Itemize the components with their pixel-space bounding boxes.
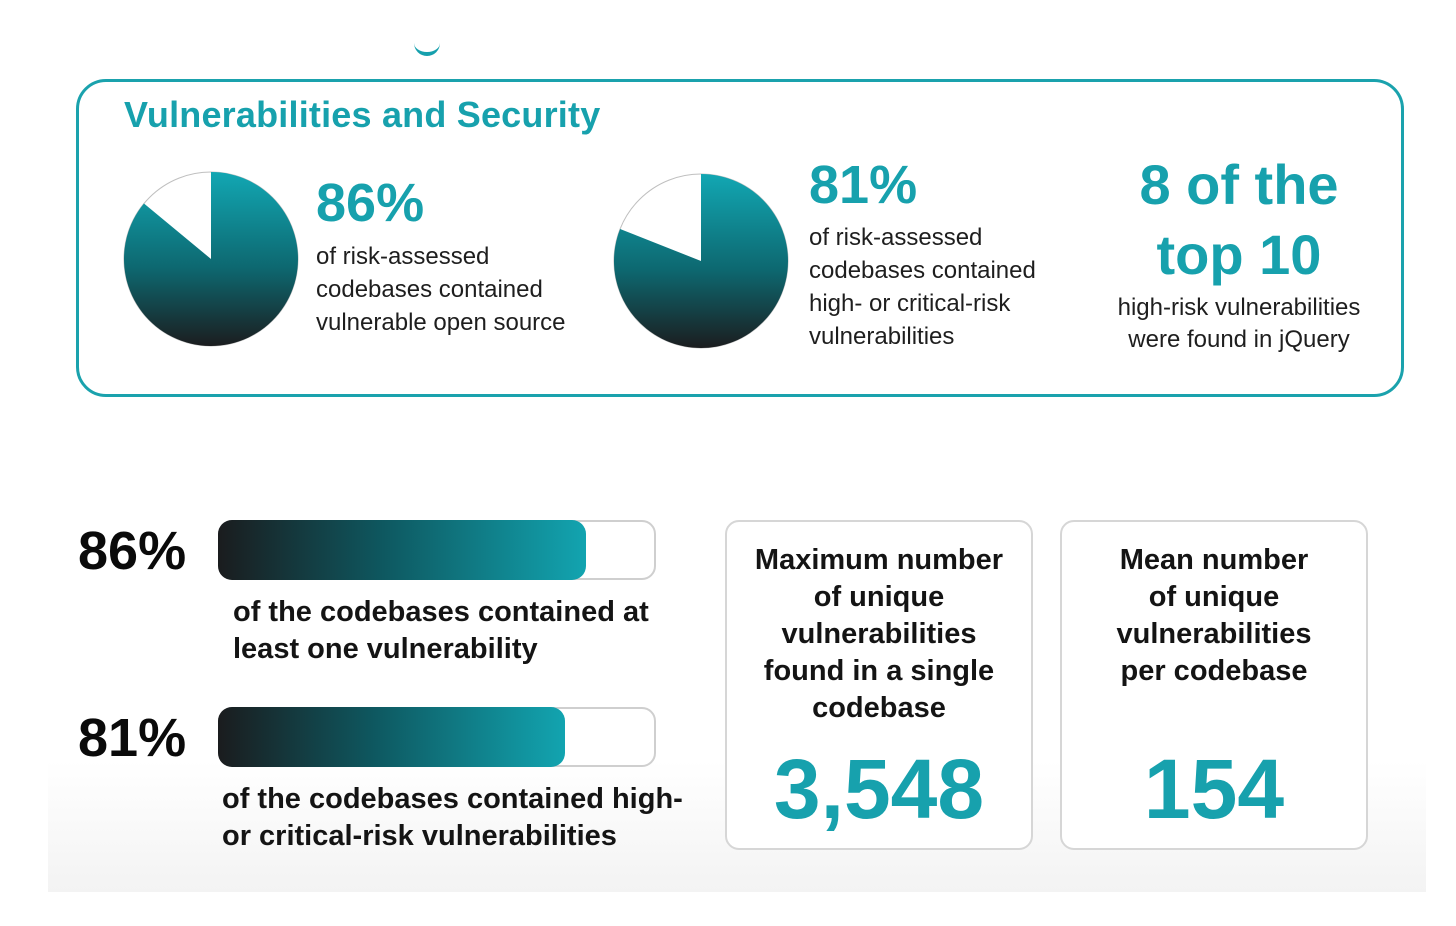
label-line: Maximum number [754, 544, 1004, 576]
desc-line: of the codebases contained high- [222, 783, 683, 815]
pie-slice-81 [614, 174, 788, 348]
max-vulnerabilities-card: Maximum number of unique vulnerabilities… [725, 520, 1033, 850]
card-value: 3,548 [773, 742, 985, 836]
desc-line: vulnerabilities [809, 323, 955, 350]
label-line: vulnerabilities [1116, 618, 1312, 650]
pie-svg [123, 171, 299, 347]
desc-line: least one vulnerability [233, 633, 538, 665]
decorative-arc [414, 38, 440, 56]
label-line: of unique [1148, 581, 1280, 613]
jquery-stat-value-line2: top 10 [1156, 223, 1322, 286]
bar-81-description: of the codebases contained high- or crit… [222, 781, 683, 855]
desc-line: high- or critical-risk [809, 290, 1011, 317]
desc-line: codebases contained [316, 276, 543, 303]
desc-line: of risk-assessed [809, 224, 983, 251]
label-line: vulnerabilities [781, 618, 977, 650]
bar-81-track [218, 707, 656, 767]
jquery-stat-value-line1: 8 of the [1139, 153, 1339, 216]
stat-86-value: 86% [316, 173, 425, 233]
card-value: 154 [1143, 742, 1285, 836]
pie-slice-86 [124, 172, 298, 346]
panel-title: Vulnerabilities and Security [124, 94, 601, 135]
bar-81-value: 81% [78, 708, 187, 768]
bar-81-fill [218, 707, 565, 767]
label-line: per codebase [1120, 655, 1308, 687]
desc-line: codebases contained [809, 257, 1036, 284]
card-label: Mean number of unique vulnerabilities pe… [1062, 542, 1366, 690]
bar-86-fill [218, 520, 586, 580]
desc-line: vulnerable open source [316, 309, 566, 336]
stat-86-description: of risk-assessed codebases contained vul… [316, 240, 566, 339]
bar-86-value: 86% [78, 521, 187, 581]
pie-chart-81 [612, 172, 790, 350]
stat-81-value: 81% [809, 155, 918, 215]
pie-svg [613, 173, 789, 349]
card-label: Maximum number of unique vulnerabilities… [727, 542, 1031, 727]
label-line: of unique [813, 581, 945, 613]
desc-line: of the codebases contained at [233, 596, 649, 628]
desc-line: or critical-risk vulnerabilities [222, 820, 617, 852]
bar-86-track [218, 520, 656, 580]
mean-vulnerabilities-card: Mean number of unique vulnerabilities pe… [1060, 520, 1368, 850]
desc-line: high-risk vulnerabilities [1117, 294, 1361, 321]
desc-line: of risk-assessed [316, 243, 490, 270]
desc-line: were found in jQuery [1128, 326, 1350, 353]
pie-chart-86 [122, 170, 300, 348]
jquery-stat-description: high-risk vulnerabilities were found in … [1096, 292, 1382, 356]
stat-81-description: of risk-assessed codebases contained hig… [809, 221, 1036, 353]
label-line: found in a single [763, 655, 995, 687]
label-line: codebase [812, 692, 946, 724]
bar-86-description: of the codebases contained at least one … [233, 594, 649, 668]
label-line: Mean number [1119, 544, 1309, 576]
jquery-stat: 8 of the top 10 high-risk vulnerabilitie… [1096, 150, 1382, 356]
security-panel [76, 79, 1404, 397]
